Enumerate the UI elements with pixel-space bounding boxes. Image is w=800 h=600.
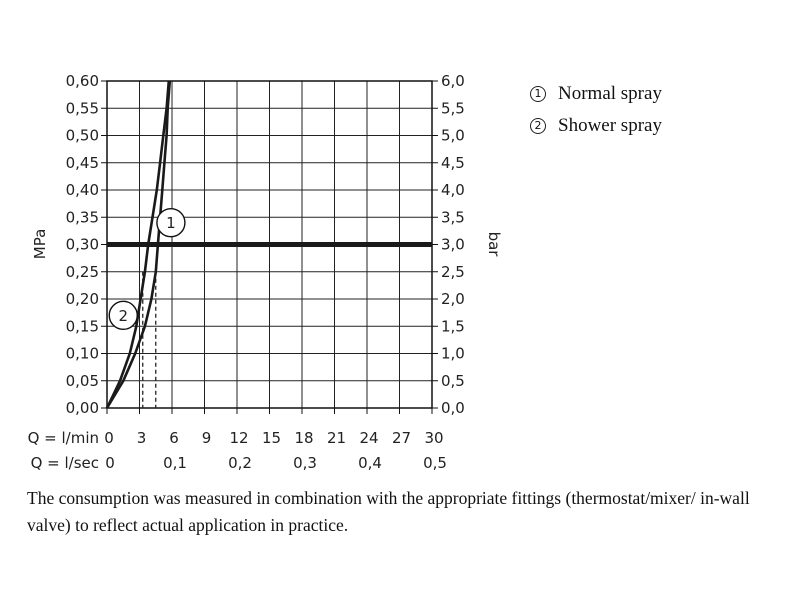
right-tick-label: 2,5	[441, 263, 465, 281]
curve-2	[105, 80, 172, 409]
left-axis-label: MPa	[31, 229, 49, 260]
x-row1-tick-label: 12	[229, 429, 248, 447]
x-row1-label: Q = l/min	[28, 429, 99, 447]
left-tick-label: 0,30	[66, 236, 99, 254]
legend-item-normal-spray: 1 Normal spray	[530, 78, 662, 110]
right-tick-label: 0,5	[441, 372, 465, 390]
x-row2-tick-label: 0,1	[163, 454, 187, 472]
left-tick-label: 0,50	[66, 127, 99, 145]
legend-label-normal-spray: Normal spray	[558, 83, 662, 104]
right-tick-label: 4,0	[441, 181, 465, 199]
x-row1-tick-label: 21	[327, 429, 346, 447]
legend-number-1: 1	[530, 86, 546, 102]
callout-number-1: 1	[166, 214, 176, 232]
x-row1-tick-label: 0	[104, 429, 114, 447]
legend-label-shower-spray: Shower spray	[558, 115, 662, 136]
left-tick-label: 0,45	[66, 154, 99, 172]
callout-circle-1	[156, 207, 186, 238]
right-tick-label: 5,0	[441, 127, 465, 145]
x-axis-ticks: Q = l/min Q = l/sec 0 3 6 9 12 15 18 21 24 27 30 0 0,1…	[28, 408, 447, 472]
right-tick-label: 5,5	[441, 99, 465, 117]
left-tick-label: 0,10	[66, 345, 99, 363]
left-tick-label: 0,40	[66, 181, 99, 199]
left-tick-label: 0,00	[66, 399, 99, 417]
right-tick-label: 0,0	[441, 399, 465, 417]
left-tick-label: 0,55	[66, 99, 99, 117]
x-row2-tick-label: 0,3	[293, 454, 317, 472]
x-row1-tick-label: 18	[294, 429, 313, 447]
left-axis-ticks: 0,00 0,05 0,10 0,15 0,20 0,25 0,30 0,35 0,40 0,45…	[66, 72, 107, 417]
x-row2-tick-label: 0,2	[228, 454, 252, 472]
footnote: The consumption was measured in combinat…	[27, 488, 750, 535]
right-axis-label: bar	[485, 232, 503, 258]
x-row2-label: Q = l/sec	[31, 454, 99, 472]
left-tick-label: 0,05	[66, 372, 99, 390]
right-tick-label: 3,0	[441, 236, 465, 254]
legend-number-2: 2	[530, 118, 546, 134]
x-row1-tick-label: 15	[262, 429, 281, 447]
x-row2-tick-label: 0,5	[423, 454, 447, 472]
right-tick-label: 1,0	[441, 345, 465, 363]
legend: 1 Normal spray 2 Shower spray	[530, 78, 662, 142]
x-row2-tick-label: 0	[105, 454, 115, 472]
x-row2-tick-label: 0,4	[358, 454, 382, 472]
legend-item-shower-spray: 2 Shower spray	[530, 110, 662, 142]
right-tick-label: 1,5	[441, 317, 465, 335]
callout-circle-2	[108, 300, 138, 331]
right-tick-label: 2,0	[441, 290, 465, 308]
left-tick-label: 0,35	[66, 208, 99, 226]
left-tick-label: 0,20	[66, 290, 99, 308]
right-tick-label: 3,5	[441, 208, 465, 226]
right-tick-label: 6,0	[441, 72, 465, 90]
left-tick-label: 0,60	[66, 72, 99, 90]
callout-number-2: 2	[118, 307, 128, 325]
x-row1-tick-label: 24	[359, 429, 378, 447]
flow-pressure-chart: 12 0,000,050,100,150,200,250,300,350,400…	[28, 72, 503, 472]
left-tick-label: 0,15	[66, 317, 99, 335]
curves	[105, 80, 172, 409]
x-row1-tick-label: 6	[169, 429, 179, 447]
dashed-markers	[142, 271, 157, 408]
x-row1-tick-label: 3	[137, 429, 147, 447]
right-axis-ticks: 0,0 0,5 1,0 1,5 2,0 2,5 3,0 3,5 4,0 4,5 5,0 5,5 6,0	[432, 72, 465, 417]
curve-1	[105, 80, 171, 409]
x-row1-tick-label: 9	[202, 429, 212, 447]
x-row1-tick-label: 30	[424, 429, 443, 447]
right-tick-label: 4,5	[441, 154, 465, 172]
callouts: 12	[108, 207, 186, 331]
left-tick-label: 0,25	[66, 263, 99, 281]
x-row1-tick-label: 27	[392, 429, 411, 447]
